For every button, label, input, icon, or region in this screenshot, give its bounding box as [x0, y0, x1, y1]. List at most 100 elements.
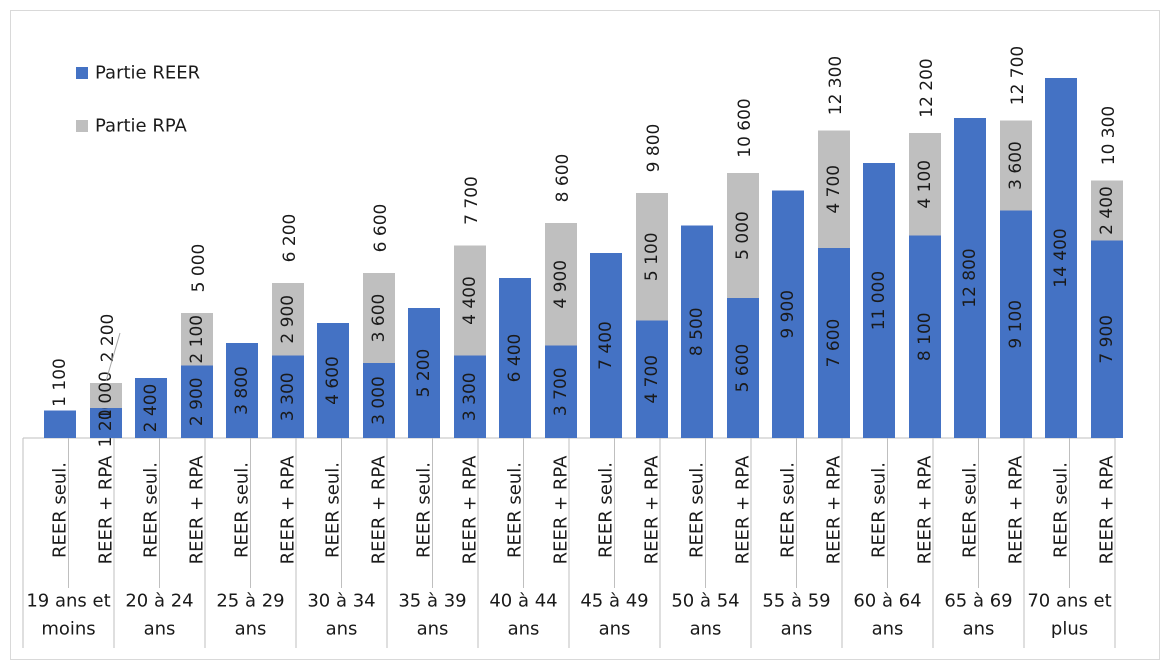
bar-rpa — [454, 245, 486, 356]
data-label-rpa: 5 000 — [733, 211, 753, 260]
group-label: 20 à 24 — [125, 591, 193, 612]
data-label-rpa: 4 100 — [915, 160, 935, 209]
group-label: 25 à 29 — [216, 591, 284, 612]
data-label-total: 12 700 — [1008, 46, 1028, 105]
data-label-total: 10 300 — [1099, 106, 1119, 165]
subcategory-label: REER seul. — [232, 462, 253, 558]
bar-reer — [1045, 78, 1077, 438]
bar-reer — [272, 355, 304, 438]
group-label: moins — [41, 619, 95, 640]
data-label-rpa: 4 700 — [824, 165, 844, 214]
bar-reer — [727, 298, 759, 438]
data-label-reer: 9 900 — [778, 290, 798, 339]
data-label-rpa: 2 100 — [187, 315, 207, 364]
subcategory-label: REER seul. — [323, 462, 344, 558]
subcategory-label: REER + RPA — [915, 455, 936, 564]
data-label-reer: 5 200 — [414, 349, 434, 398]
subcategory-label: REER + RPA — [642, 455, 663, 564]
subcategory-label: REER seul. — [869, 462, 890, 558]
bar-rpa — [909, 133, 941, 236]
group-label: ans — [599, 619, 631, 640]
group-label: 70 ans et — [1027, 591, 1111, 612]
data-label-reer: 7 400 — [596, 321, 616, 370]
data-label-rpa: 2 400 — [1097, 186, 1117, 235]
bar-reer — [863, 163, 895, 438]
data-label-reer: 4 700 — [642, 355, 662, 404]
group-label: 35 à 39 — [398, 591, 466, 612]
leader-line — [105, 332, 121, 382]
data-label-rpa: 3 600 — [369, 294, 389, 343]
data-label-reer: 3 000 — [369, 376, 389, 425]
bar-reer — [317, 323, 349, 438]
bar-rpa — [636, 193, 668, 321]
data-label-reer: 5 600 — [733, 344, 753, 393]
data-label-rpa: 2 900 — [278, 295, 298, 344]
subcategory-label: REER seul. — [1051, 462, 1072, 558]
subcategory-label: REER + RPA — [824, 455, 845, 564]
group-label: ans — [872, 619, 904, 640]
data-label-reer: 9 100 — [1006, 300, 1026, 349]
bar-reer — [135, 378, 167, 438]
data-label-reer: 14 400 — [1051, 228, 1071, 287]
bar-rpa — [90, 383, 122, 408]
subcategory-label: REER seul. — [687, 462, 708, 558]
group-label: 65 à 69 — [944, 591, 1012, 612]
legend-label-rpa: Partie RPA — [95, 116, 188, 137]
group-label: ans — [508, 619, 540, 640]
chart-frame — [10, 10, 1160, 660]
data-label-total: 6 600 — [371, 204, 391, 253]
subcategory-label: REER seul. — [778, 462, 799, 558]
data-label-reer: 3 300 — [278, 372, 298, 421]
bar-rpa — [727, 173, 759, 298]
group-label: ans — [144, 619, 176, 640]
subcategory-label: REER + RPA — [369, 455, 390, 564]
data-label-reer: 1 100 — [50, 358, 70, 407]
data-label-total: 10 600 — [735, 98, 755, 157]
data-label-reer: 4 600 — [323, 356, 343, 405]
data-label-rpa: 1 000 — [96, 371, 116, 420]
data-label-total: 9 800 — [644, 124, 664, 173]
data-label-reer: 6 400 — [505, 334, 525, 383]
subcategory-label: REER seul. — [50, 462, 71, 558]
data-label-total: 6 200 — [280, 214, 300, 263]
data-label-reer: 3 300 — [460, 372, 480, 421]
group-label: 19 ans et — [26, 591, 110, 612]
bar-reer — [909, 235, 941, 438]
data-label-rpa: 3 600 — [1006, 141, 1026, 190]
subcategory-label: REER seul. — [141, 462, 162, 558]
legend-swatch-reer — [76, 67, 88, 79]
data-label-rpa: 4 900 — [551, 260, 571, 309]
data-label-total: 5 000 — [189, 244, 209, 293]
data-label-total: 8 600 — [553, 154, 573, 203]
data-label-reer: 7 900 — [1097, 315, 1117, 364]
bar-reer — [1000, 210, 1032, 438]
bar-reer — [954, 118, 986, 438]
group-label: 45 à 49 — [580, 591, 648, 612]
bar-reer — [681, 225, 713, 438]
data-label-total: 12 300 — [826, 56, 846, 115]
bar-reer — [408, 308, 440, 438]
group-label: ans — [963, 619, 995, 640]
subcategory-label: REER seul. — [414, 462, 435, 558]
subcategory-label: REER + RPA — [96, 455, 117, 564]
group-label: 50 à 54 — [671, 591, 739, 612]
legend-swatch-rpa — [76, 120, 88, 132]
bar-reer — [545, 345, 577, 438]
legend-label-reer: Partie REER — [95, 63, 200, 84]
data-label-reer: 3 800 — [232, 366, 252, 415]
bar-rpa — [272, 283, 304, 356]
bar-reer — [1091, 240, 1123, 438]
group-label: 40 à 44 — [489, 591, 557, 612]
bar-rpa — [1091, 180, 1123, 241]
data-label-rpa: 5 100 — [642, 232, 662, 281]
bar-reer — [44, 410, 76, 438]
data-label-total: 12 200 — [917, 58, 937, 117]
subcategory-label: REER seul. — [960, 462, 981, 558]
subcategory-label: REER + RPA — [551, 455, 572, 564]
data-label-reer: 1 200 — [96, 399, 116, 448]
group-label: ans — [690, 619, 722, 640]
data-label-reer: 8 100 — [915, 312, 935, 361]
data-label-reer: 12 800 — [960, 248, 980, 307]
data-label-total: 2 200 — [98, 314, 118, 363]
